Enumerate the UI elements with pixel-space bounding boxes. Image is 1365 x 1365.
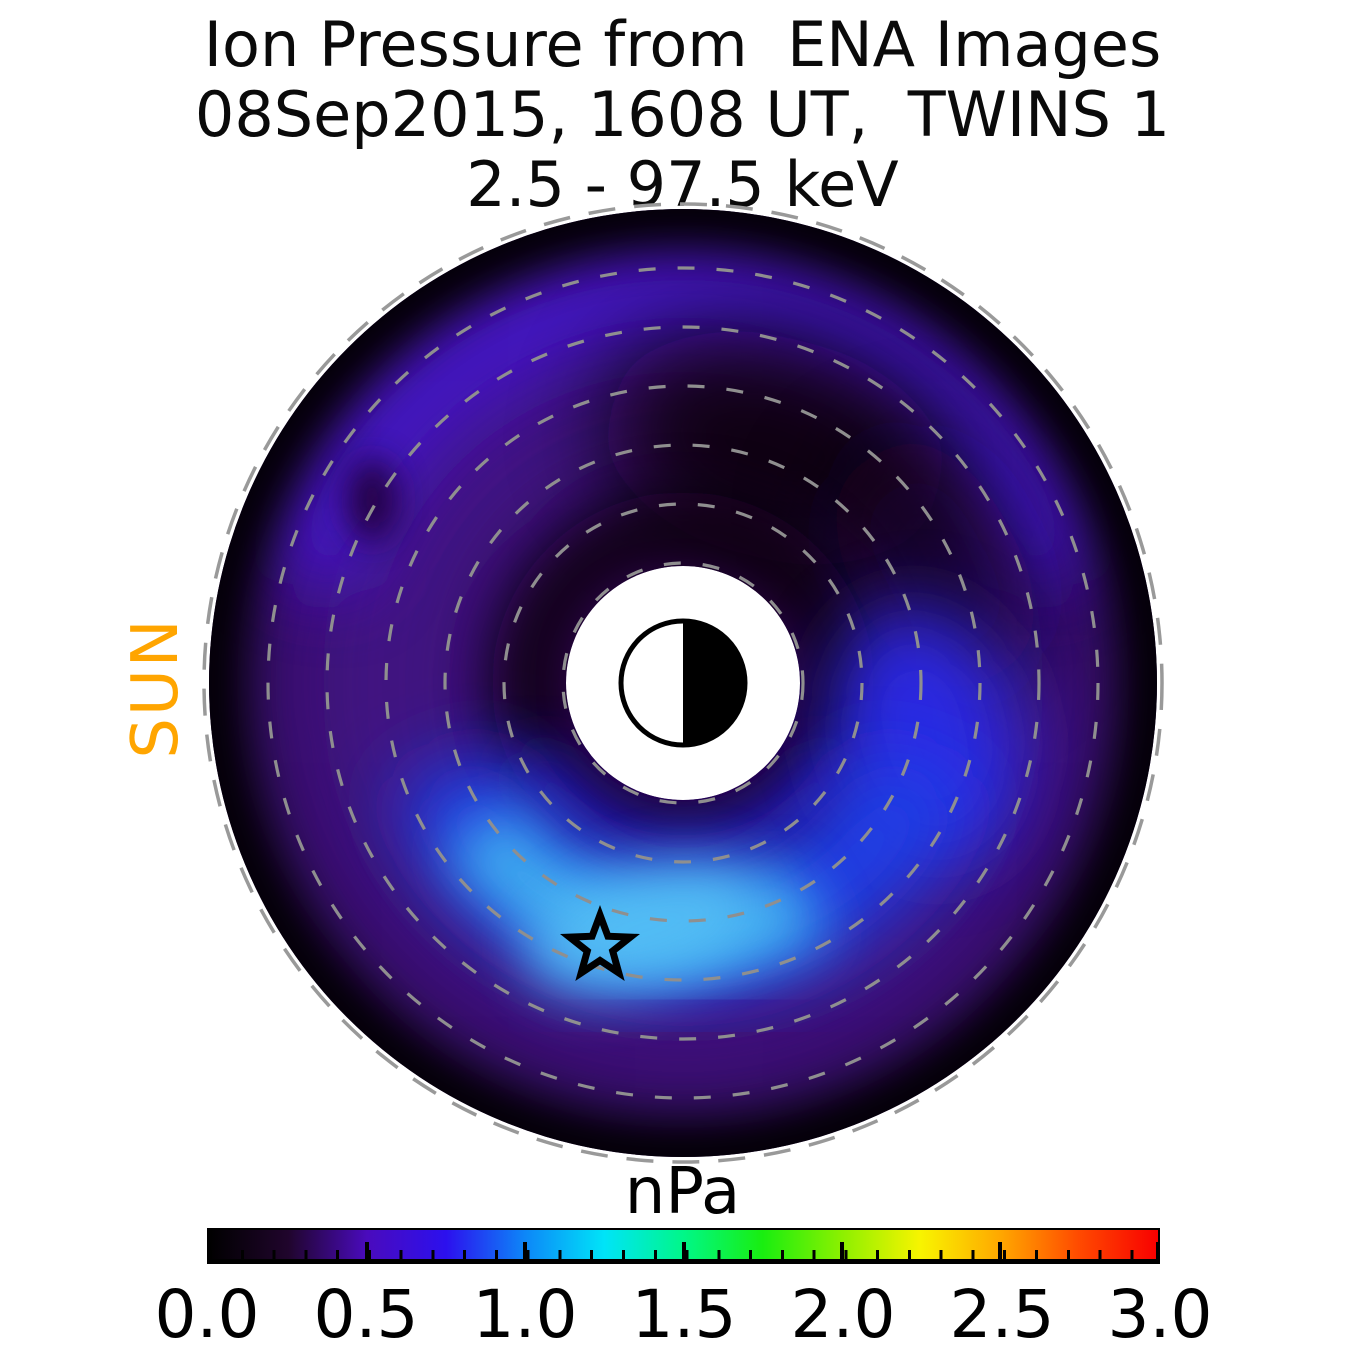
colorbar-tick-label: 2.0 <box>790 1276 896 1353</box>
colorbar-tick-label: 0.0 <box>154 1276 260 1353</box>
colorbar-tick-label: 1.5 <box>631 1276 737 1353</box>
colorbar-major-tick <box>209 1242 211 1259</box>
colorbar <box>207 1228 1160 1264</box>
figure-subtitle-datetime: 08Sep2015, 1608 UT, TWINS 1 <box>194 78 1171 151</box>
grid-circle-l4 <box>443 443 923 923</box>
colorbar-tick-label: 0.5 <box>313 1276 419 1353</box>
colorbar-major-tick <box>839 1242 844 1259</box>
grid-circle-l2 <box>561 561 805 805</box>
grid-circle-l6 <box>325 325 1041 1041</box>
colorbar-major-tick <box>1156 1242 1158 1259</box>
grid-circle-l5 <box>384 384 982 982</box>
grid-circle-l7 <box>266 266 1100 1100</box>
colorbar-major-tick <box>681 1242 686 1259</box>
grid-circle-l3 <box>502 502 864 864</box>
earth-nightside <box>683 621 745 745</box>
grid-circle-l8-outer <box>202 202 1164 1164</box>
colorbar-tick-label: 2.5 <box>949 1276 1055 1353</box>
colorbar-major-tick <box>523 1242 528 1259</box>
earth-symbol <box>618 618 748 748</box>
peak-star-marker <box>560 904 640 982</box>
colorbar-major-tick <box>365 1242 370 1259</box>
l-shell-grid <box>202 202 1164 1164</box>
colorbar-units-label: nPa <box>624 1155 741 1229</box>
colorbar-tick-label: 3.0 <box>1107 1276 1213 1353</box>
figure-title: Ion Pressure from ENA Images <box>203 8 1162 81</box>
colorbar-major-tick <box>997 1242 1002 1259</box>
colorbar-tick-label: 1.0 <box>472 1276 578 1353</box>
